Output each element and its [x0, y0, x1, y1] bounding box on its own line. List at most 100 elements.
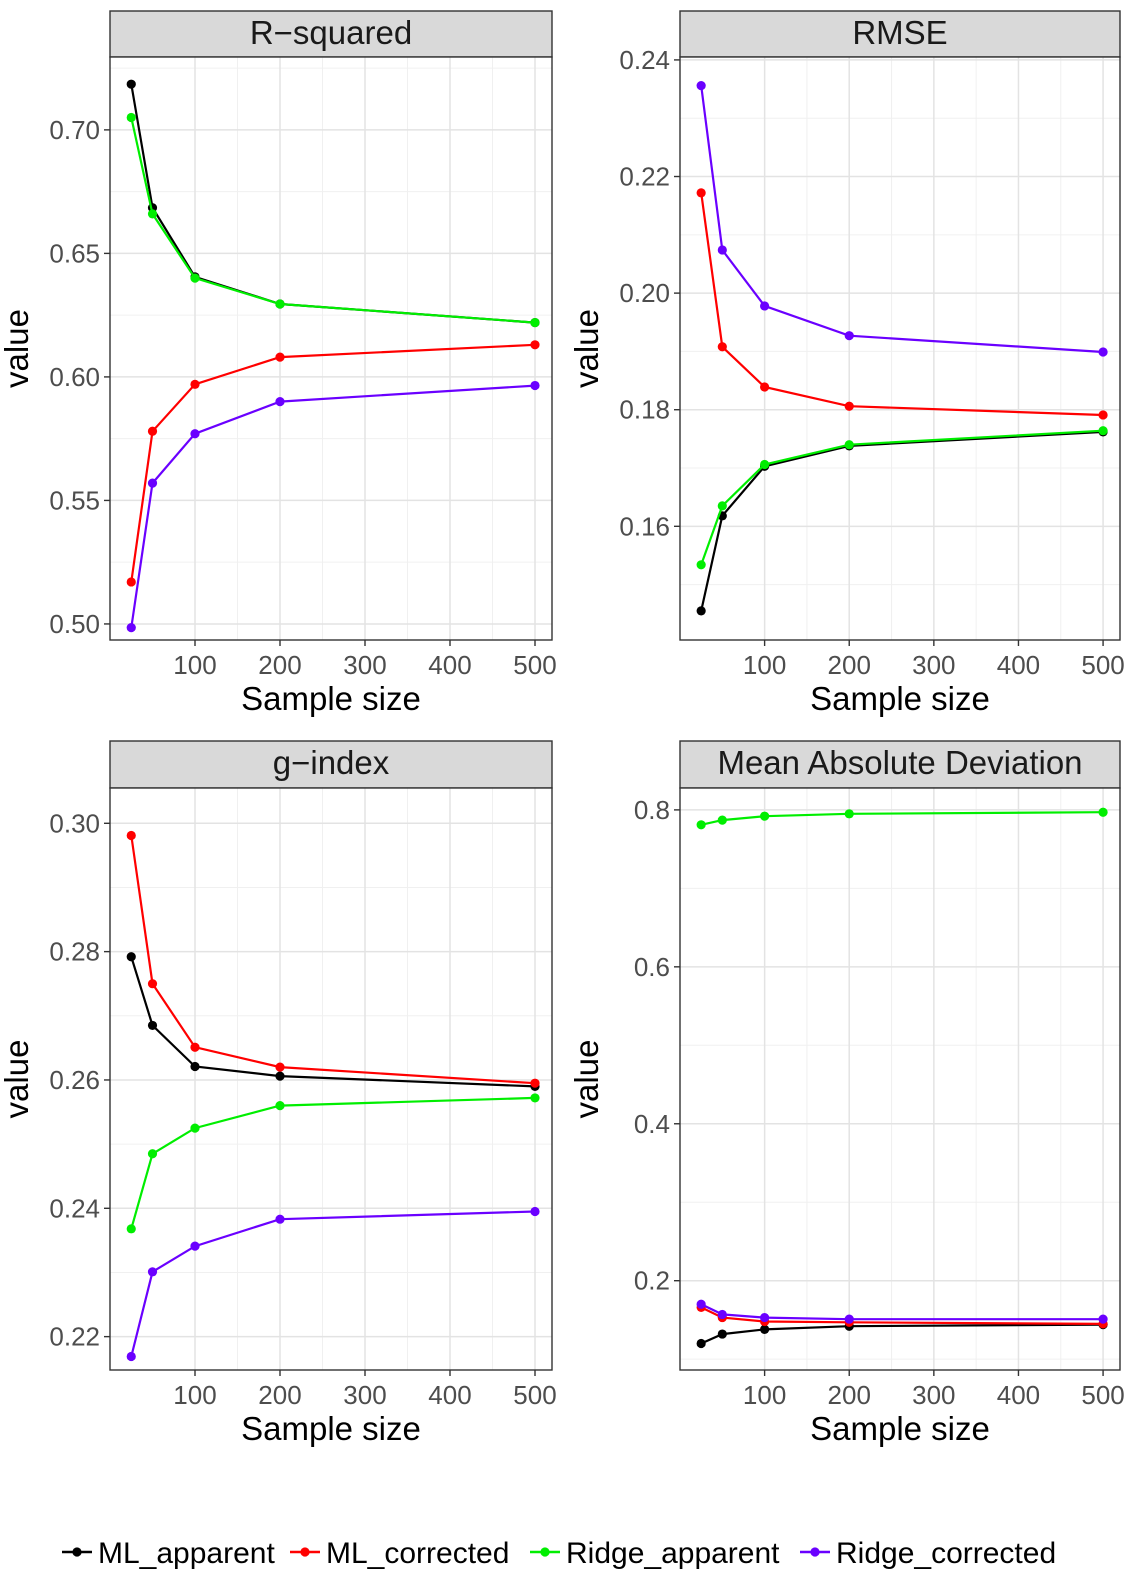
data-point-Ridge_corrected	[844, 331, 854, 341]
data-point-Ridge_corrected	[717, 245, 727, 255]
y-tick-label: 0.8	[634, 795, 670, 825]
panel-border	[109, 787, 553, 1371]
x-tick-label: 100	[743, 1380, 786, 1410]
data-point-ML_corrected	[190, 379, 200, 389]
x-tick-label: 100	[173, 1380, 216, 1410]
data-point-ML_apparent	[696, 606, 706, 616]
x-tick-label: 300	[912, 1380, 955, 1410]
data-point-ML_corrected	[1098, 410, 1108, 420]
facet-title: R−squared	[250, 14, 412, 51]
data-point-Ridge_corrected	[696, 80, 706, 91]
plot-area	[110, 57, 552, 640]
legend-item-Ridge_apparent: Ridge_apparent	[530, 1537, 780, 1570]
legend-item-ML_apparent: ML_apparent	[62, 1537, 275, 1570]
data-point-Ridge_apparent	[530, 317, 540, 328]
data-point-Ridge_corrected	[147, 1267, 158, 1277]
data-point-ML_apparent	[696, 1338, 706, 1349]
x-tick-label: 500	[513, 650, 556, 680]
x-tick-label: 200	[258, 1380, 301, 1410]
panel-border	[679, 56, 1121, 641]
data-point-Ridge_apparent	[126, 112, 136, 123]
y-tick-label: 0.28	[49, 937, 100, 967]
data-point-Ridge_apparent	[760, 811, 770, 821]
data-point-Ridge_apparent	[1098, 807, 1108, 817]
x-tick-label: 400	[997, 650, 1040, 680]
legend-item-Ridge_corrected: Ridge_corrected	[800, 1537, 1056, 1570]
legend-key-point	[540, 1547, 550, 1557]
data-point-ML_corrected	[717, 342, 727, 352]
data-point-Ridge_apparent	[696, 820, 706, 830]
data-point-ML_apparent	[190, 1061, 200, 1072]
data-point-Ridge_apparent	[844, 440, 854, 450]
legend-key-point	[72, 1547, 82, 1557]
data-point-Ridge_apparent	[696, 560, 706, 570]
y-tick-label: 0.4	[634, 1109, 670, 1139]
legend-key-point	[810, 1547, 820, 1557]
legend-label: ML_corrected	[326, 1537, 509, 1570]
facet-strip	[679, 10, 1121, 58]
data-point-Ridge_corrected	[530, 1206, 540, 1217]
y-tick-label: 0.30	[49, 808, 100, 838]
facet-strip	[109, 10, 553, 58]
data-point-Ridge_corrected	[126, 623, 136, 633]
y-tick-label: 0.22	[49, 1322, 100, 1352]
y-axis-title: value	[0, 1040, 35, 1119]
data-point-Ridge_apparent	[147, 1149, 158, 1159]
data-point-Ridge_corrected	[275, 397, 285, 407]
y-tick-label: 0.22	[619, 162, 670, 192]
data-point-Ridge_apparent	[190, 1123, 200, 1133]
data-point-ML_corrected	[147, 979, 158, 989]
x-tick-label: 300	[343, 650, 386, 680]
data-point-Ridge_apparent	[275, 299, 285, 309]
x-tick-label: 300	[912, 650, 955, 680]
y-tick-label: 0.24	[619, 45, 670, 75]
data-point-ML_apparent	[126, 79, 136, 89]
data-point-Ridge_corrected	[275, 1214, 285, 1224]
data-point-Ridge_corrected	[126, 1351, 136, 1362]
y-axis-title: value	[568, 309, 605, 388]
legend-label: ML_apparent	[98, 1537, 275, 1570]
y-axis-title: value	[0, 309, 35, 388]
data-point-Ridge_apparent	[530, 1093, 540, 1103]
x-tick-label: 400	[428, 1380, 471, 1410]
y-tick-label: 0.70	[49, 115, 100, 145]
y-tick-label: 0.20	[619, 278, 670, 308]
data-point-Ridge_corrected	[760, 1312, 770, 1323]
panel-border	[679, 787, 1121, 1371]
data-point-ML_corrected	[126, 830, 136, 841]
y-tick-label: 0.55	[49, 485, 100, 515]
data-point-Ridge_corrected	[760, 301, 770, 311]
facet-panel-2: RMSE 0.16 0.18 0.20 0.22 0.24 100 200 300 400 500 S…	[568, 10, 1125, 717]
x-tick-label: 100	[173, 650, 216, 680]
data-point-Ridge_corrected	[190, 1241, 200, 1251]
legend-key-point	[300, 1547, 310, 1557]
data-point-Ridge_corrected	[147, 478, 158, 488]
data-point-Ridge_corrected	[696, 1299, 706, 1309]
data-point-ML_apparent	[147, 1020, 158, 1031]
data-point-ML_apparent	[760, 1324, 770, 1334]
data-point-Ridge_corrected	[717, 1309, 727, 1320]
data-point-ML_corrected	[760, 382, 770, 392]
data-point-ML_corrected	[275, 352, 285, 362]
data-point-ML_corrected	[147, 426, 158, 436]
data-point-Ridge_corrected	[190, 429, 200, 439]
data-point-Ridge_apparent	[275, 1101, 285, 1111]
x-axis-title: Sample size	[241, 680, 421, 717]
data-point-Ridge_apparent	[1098, 426, 1108, 436]
facet-panel-4: Mean Absolute Deviation 0.2 0.4 0.6 0.8 100 20…	[568, 740, 1125, 1447]
legend-label: Ridge_apparent	[566, 1537, 780, 1570]
data-point-ML_corrected	[844, 401, 854, 411]
data-point-ML_corrected	[530, 1078, 540, 1088]
data-point-ML_corrected	[190, 1042, 200, 1052]
data-point-Ridge_corrected	[844, 1314, 854, 1324]
x-axis-title: Sample size	[810, 680, 990, 717]
x-axis-title: Sample size	[810, 1410, 990, 1447]
data-point-Ridge_apparent	[717, 815, 727, 825]
x-tick-label: 100	[743, 650, 786, 680]
y-tick-label: 0.18	[619, 395, 670, 425]
legend-label: Ridge_corrected	[836, 1537, 1056, 1570]
facet-panel-3: g−index 0.22 0.24 0.26 0.28 0.30 100 200 300 400 5…	[0, 740, 557, 1447]
data-point-ML_apparent	[717, 1329, 727, 1339]
facet-title: Mean Absolute Deviation	[717, 744, 1082, 781]
